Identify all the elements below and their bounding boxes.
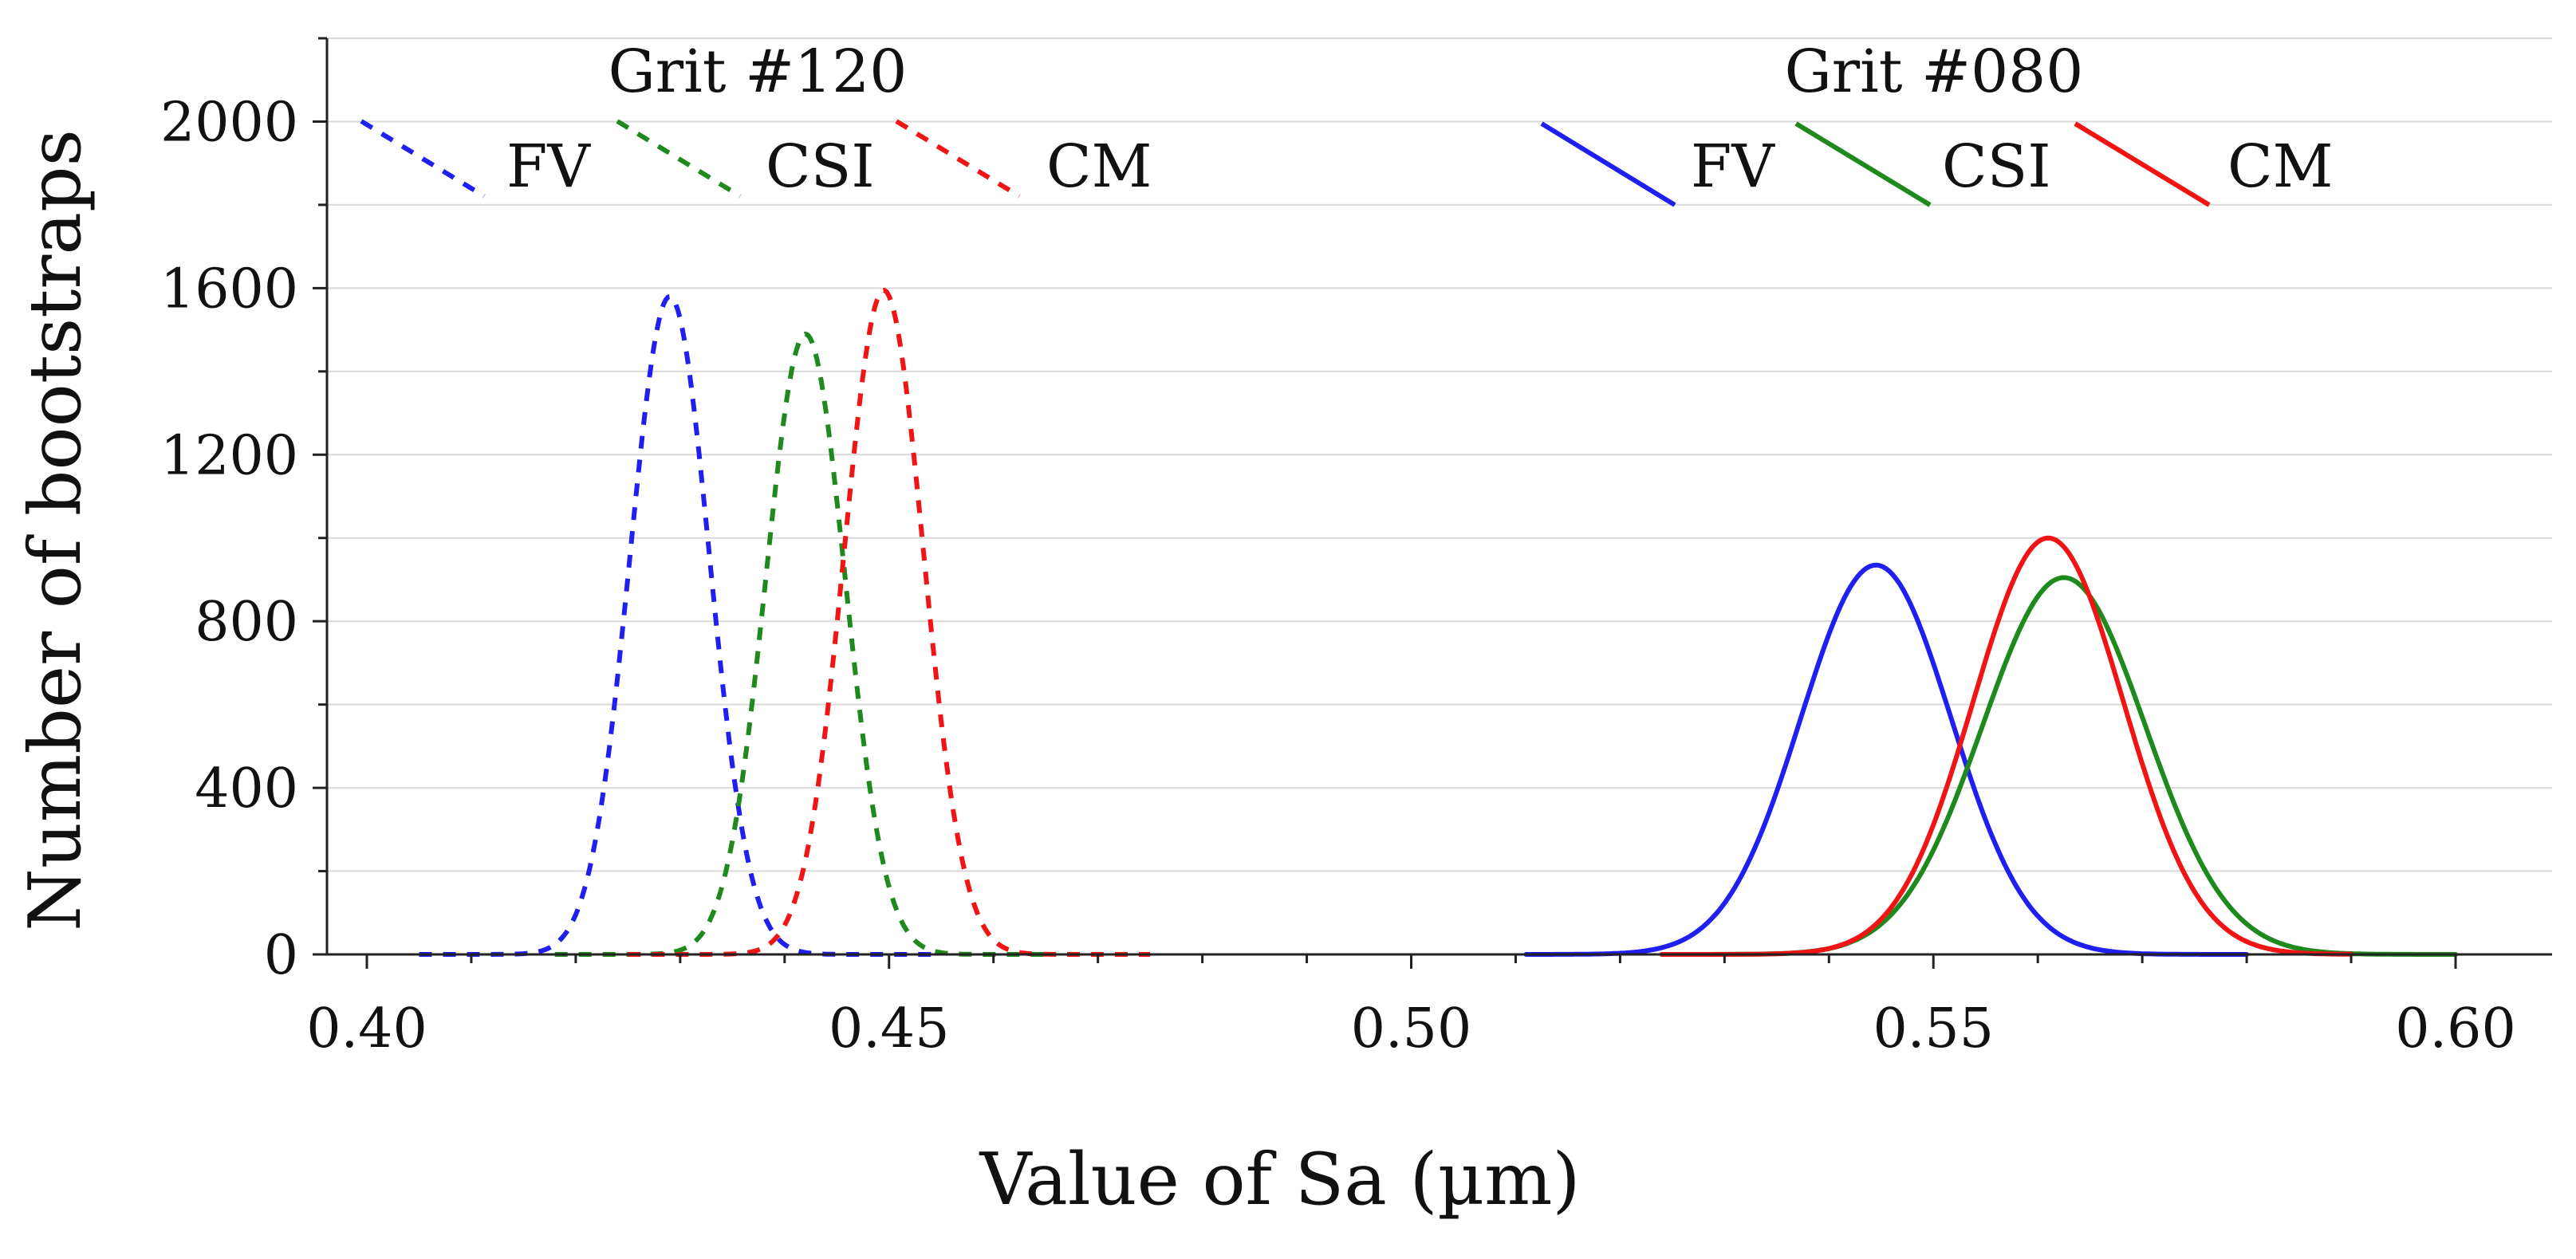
- legend-swatch: [360, 119, 486, 199]
- y-tick-label: 0: [264, 924, 298, 987]
- legend-swatch: [2074, 121, 2211, 207]
- legend-swatch: [616, 119, 742, 199]
- y-tick-label: 800: [195, 591, 298, 654]
- series-line-080-fv: [1523, 562, 2250, 957]
- legend-group-title: Grit #120: [609, 37, 908, 106]
- legend-swatch: [1540, 121, 1676, 207]
- series-line-120-fv: [419, 294, 942, 957]
- x-tick-label: 0.40: [306, 997, 427, 1060]
- x-tick-label: 0.55: [1873, 997, 1994, 1060]
- grid-layer: [327, 37, 2552, 872]
- legend-label: FV: [1691, 132, 1775, 201]
- y-tick-label: 2000: [160, 91, 298, 154]
- x-axis-title: Value of Sa (µm): [979, 1138, 1580, 1222]
- x-tick-label: 0.60: [2395, 997, 2515, 1060]
- legend-label: CM: [1046, 132, 1152, 201]
- series-layer: [419, 288, 2458, 957]
- y-axis-title: Number of bootstraps: [14, 129, 97, 931]
- x-tick-label: 0.45: [829, 997, 949, 1060]
- legend-swatch: [1794, 121, 1932, 207]
- legend-swatch: [895, 119, 1021, 199]
- legend-label: CSI: [766, 132, 875, 201]
- legend-label: FV: [506, 132, 591, 201]
- series-line-120-csi: [554, 331, 1057, 957]
- y-tick-label: 1200: [160, 424, 298, 487]
- y-tick-label: 400: [195, 757, 298, 820]
- x-tick-label: 0.50: [1351, 997, 1471, 1060]
- legend-label: CSI: [1942, 132, 2051, 201]
- series-line-120-cm: [628, 288, 1151, 957]
- series-line-080-csi: [1659, 575, 2458, 957]
- legend-label: CM: [2227, 132, 2333, 201]
- axes-layer: 0 400 800 1200 1600 2000 0.40 0.45 0.50 0.55 0.60: [160, 37, 2552, 1060]
- legend-group-title: Grit #080: [1785, 37, 2084, 106]
- y-tick-label: 1600: [160, 258, 298, 321]
- series-line-080-cm: [1659, 535, 2353, 957]
